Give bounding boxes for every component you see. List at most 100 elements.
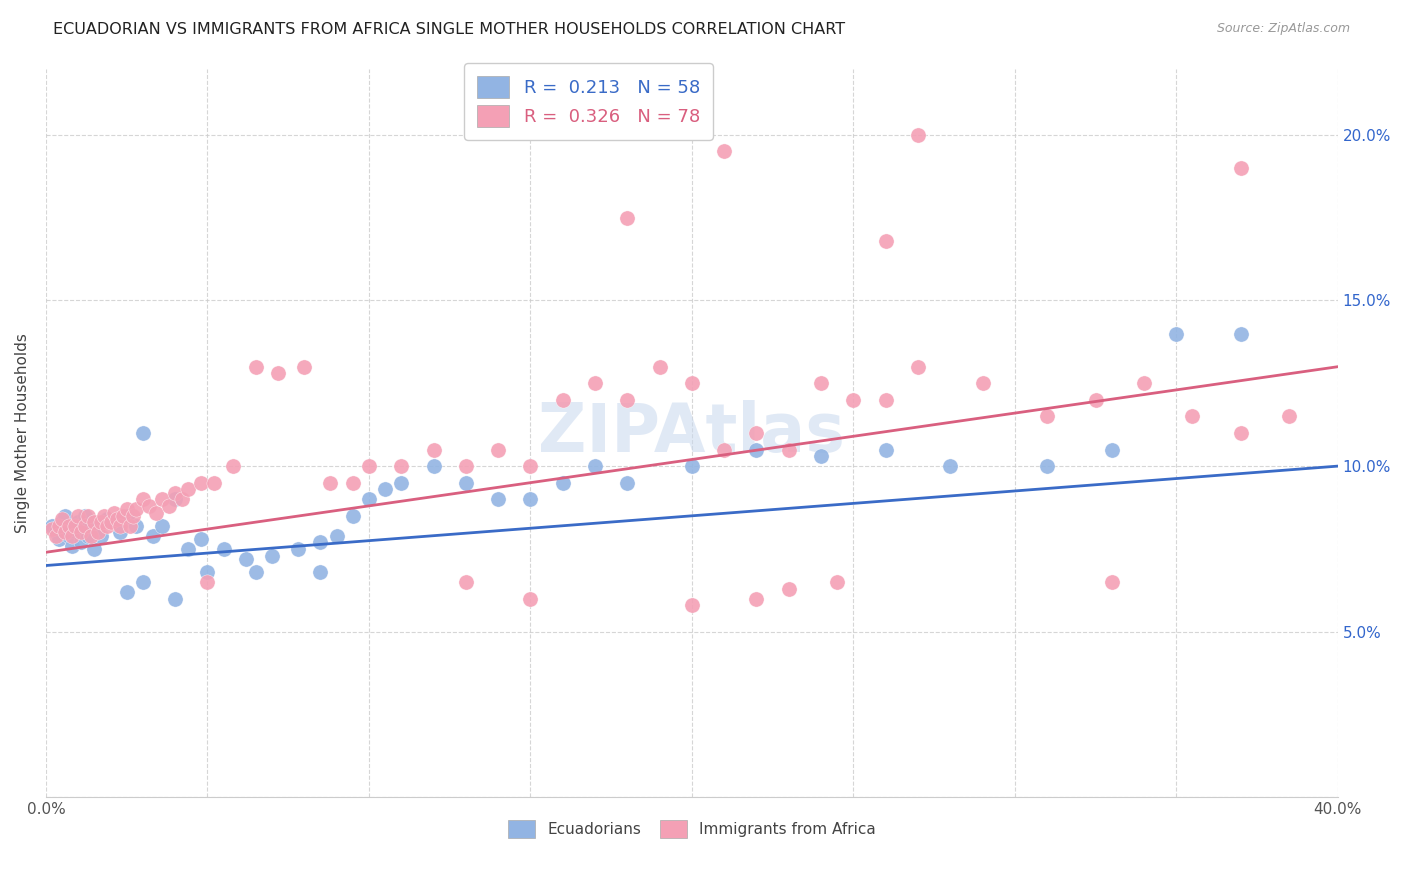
- Point: [1230, 161, 1253, 175]
- Point: [103, 506, 125, 520]
- Point: [110, 518, 132, 533]
- Point: [245, 565, 267, 579]
- Point: [1036, 409, 1059, 424]
- Point: [165, 492, 187, 507]
- Point: [519, 591, 541, 606]
- Point: [150, 492, 173, 507]
- Point: [90, 516, 112, 530]
- Point: [110, 525, 132, 540]
- Point: [389, 475, 412, 490]
- Point: [105, 512, 128, 526]
- Point: [1101, 575, 1123, 590]
- Point: [90, 529, 112, 543]
- Point: [45, 529, 67, 543]
- Point: [267, 367, 290, 381]
- Point: [1230, 326, 1253, 341]
- Point: [165, 485, 187, 500]
- Point: [486, 492, 509, 507]
- Point: [825, 575, 848, 590]
- Point: [325, 529, 347, 543]
- Point: [875, 392, 897, 407]
- Point: [287, 541, 309, 556]
- Point: [132, 425, 155, 440]
- Point: [745, 425, 768, 440]
- Point: [778, 442, 800, 457]
- Point: [63, 522, 86, 536]
- Point: [422, 459, 444, 474]
- Point: [190, 532, 212, 546]
- Point: [778, 582, 800, 596]
- Point: [260, 549, 283, 563]
- Point: [681, 376, 703, 391]
- Point: [1133, 376, 1156, 391]
- Point: [150, 518, 173, 533]
- Point: [93, 508, 115, 523]
- Point: [86, 525, 108, 540]
- Point: [125, 518, 148, 533]
- Point: [342, 508, 364, 523]
- Legend: Ecuadorians, Immigrants from Africa: Ecuadorians, Immigrants from Africa: [502, 814, 882, 845]
- Point: [745, 591, 768, 606]
- Point: [132, 575, 155, 590]
- Point: [122, 508, 145, 523]
- Point: [1278, 409, 1301, 424]
- Point: [1084, 392, 1107, 407]
- Y-axis label: Single Mother Households: Single Mother Households: [15, 333, 30, 533]
- Point: [357, 492, 380, 507]
- Point: [165, 591, 187, 606]
- Point: [70, 535, 93, 549]
- Point: [96, 512, 118, 526]
- Point: [118, 518, 141, 533]
- Point: [1101, 442, 1123, 457]
- Point: [58, 529, 80, 543]
- Point: [222, 459, 245, 474]
- Point: [177, 483, 200, 497]
- Point: [212, 541, 235, 556]
- Point: [141, 529, 163, 543]
- Point: [616, 211, 638, 225]
- Point: [519, 492, 541, 507]
- Point: [80, 518, 103, 533]
- Point: [58, 518, 80, 533]
- Point: [115, 502, 138, 516]
- Point: [53, 508, 76, 523]
- Point: [170, 492, 193, 507]
- Point: [319, 475, 342, 490]
- Point: [70, 525, 93, 540]
- Point: [41, 518, 63, 533]
- Point: [60, 539, 83, 553]
- Point: [245, 359, 267, 374]
- Point: [177, 541, 200, 556]
- Point: [357, 459, 380, 474]
- Point: [67, 516, 90, 530]
- Point: [907, 128, 929, 142]
- Point: [551, 475, 574, 490]
- Point: [115, 508, 138, 523]
- Point: [80, 529, 103, 543]
- Point: [454, 575, 477, 590]
- Point: [842, 392, 865, 407]
- Point: [197, 565, 219, 579]
- Point: [422, 442, 444, 457]
- Point: [51, 512, 73, 526]
- Point: [454, 475, 477, 490]
- Point: [77, 529, 100, 543]
- Point: [616, 392, 638, 407]
- Point: [60, 529, 83, 543]
- Point: [96, 518, 118, 533]
- Point: [713, 442, 735, 457]
- Point: [309, 535, 332, 549]
- Point: [115, 585, 138, 599]
- Text: ZIPAtlas: ZIPAtlas: [538, 400, 845, 466]
- Point: [53, 525, 76, 540]
- Point: [454, 459, 477, 474]
- Point: [486, 442, 509, 457]
- Point: [583, 459, 606, 474]
- Point: [939, 459, 962, 474]
- Point: [616, 475, 638, 490]
- Point: [157, 499, 180, 513]
- Point: [63, 518, 86, 533]
- Point: [48, 518, 70, 533]
- Point: [197, 575, 219, 590]
- Point: [713, 145, 735, 159]
